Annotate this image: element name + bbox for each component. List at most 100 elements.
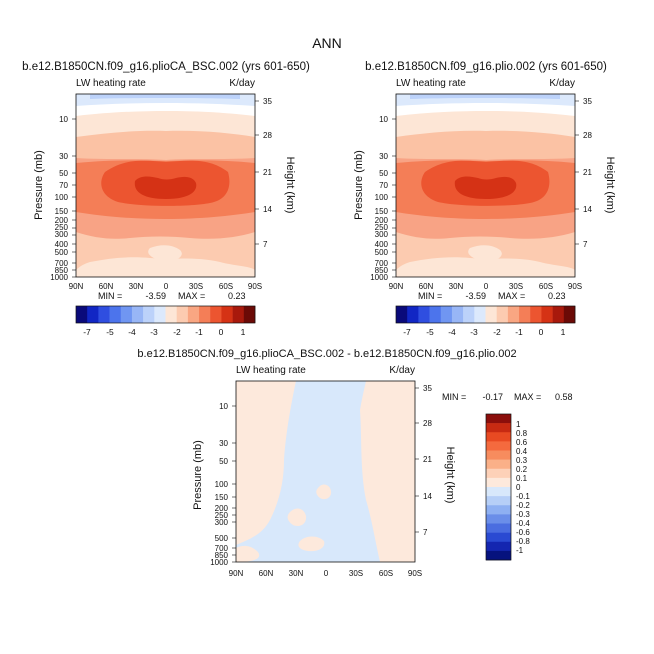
colorbar-label: -1	[515, 327, 523, 337]
colorbar-label: -7	[403, 327, 411, 337]
y-axis-right: 35 28 21 14 7 Height (km)	[255, 97, 296, 249]
colorbar-label: -2	[493, 327, 501, 337]
colorbar-cell	[486, 550, 511, 561]
panel-subtitle-right: K/day	[389, 365, 415, 376]
height-tick-label: 7	[583, 240, 588, 249]
colorbar-cell	[486, 477, 511, 488]
colorbar-cell	[563, 306, 576, 323]
colorbar-label: -1	[195, 327, 203, 337]
x-tick-label: 0	[164, 282, 169, 291]
x-tick-label: 90N	[229, 569, 244, 578]
y-tick-label: 200	[55, 216, 69, 225]
x-tick-label: 30S	[349, 569, 363, 578]
colorbar: -7 -5 -4 -3 -2 -1 0 1	[395, 305, 576, 337]
colorbar-cell	[486, 514, 511, 524]
panel-difference: b.e12.B1850CN.f09_g16.plioCA_BSC.002 - b…	[137, 348, 572, 578]
y-tick-label: 30	[379, 152, 388, 161]
colorbar-label: 0.2	[516, 465, 528, 474]
panel-subtitle-left: LW heating rate	[396, 78, 466, 89]
height-tick-label: 35	[583, 97, 592, 106]
colorbar-label: -1	[516, 546, 524, 555]
max-value: 0.23	[228, 291, 246, 301]
colorbar-label: 0.1	[516, 474, 528, 483]
height-tick-label: 28	[263, 131, 272, 140]
colorbar-label: -0.2	[516, 501, 530, 510]
colorbar-cells	[76, 306, 256, 323]
y-tick-label: 850	[215, 551, 229, 560]
x-tick-label: 30N	[129, 282, 144, 291]
x-tick-label: 0	[324, 569, 329, 578]
colorbar-cell	[485, 306, 497, 323]
stats: MIN = -0.17 MAX = 0.58	[442, 392, 573, 402]
y-tick-label: 700	[55, 259, 69, 268]
y-tick-label: 150	[375, 207, 389, 216]
y-tick-label: 700	[215, 544, 229, 553]
y-tick-label: 300	[375, 230, 389, 239]
colorbar-cell	[486, 487, 511, 497]
y-tick-label: 500	[55, 248, 69, 257]
colorbar-label: -0.6	[516, 528, 530, 537]
colorbar-cell	[429, 306, 442, 323]
max-value: 0.58	[555, 392, 573, 402]
colorbar-cell	[98, 306, 110, 323]
x-tick-label: 90S	[408, 569, 422, 578]
height-tick-label: 7	[423, 528, 428, 537]
x-tick-label: 30N	[449, 282, 464, 291]
min-label: MIN =	[442, 392, 466, 402]
y-tick-label: 200	[375, 216, 389, 225]
colorbar-cell	[486, 441, 511, 451]
colorbar-cell	[154, 306, 166, 323]
colorbar-cell	[486, 496, 511, 506]
y-axis-left: 10 30 50 70 100 150 200 250 300 400 500 …	[33, 115, 76, 282]
x-tick-label: 60S	[539, 282, 553, 291]
colorbar-cell	[187, 306, 200, 323]
colorbar-label: 0.8	[516, 429, 528, 438]
y-tick-label: 300	[55, 230, 69, 239]
colorbar-cell	[486, 532, 511, 543]
colorbar-cell	[486, 423, 511, 433]
colorbar-cell	[486, 523, 511, 533]
y-tick-label: 250	[375, 223, 389, 232]
y-tick-label: 200	[215, 504, 229, 513]
panel-subtitle-left: LW heating rate	[76, 78, 146, 89]
colorbar-cell	[474, 306, 486, 323]
y-tick-label: 300	[215, 518, 229, 527]
y-tick-label: 500	[375, 248, 389, 257]
colorbar-cell	[486, 414, 511, 424]
x-tick-label: 90S	[248, 282, 262, 291]
min-label: MIN =	[98, 291, 122, 301]
height-tick-label: 21	[263, 168, 272, 177]
colorbar-cell	[407, 306, 419, 323]
x-tick-label: 0	[484, 282, 489, 291]
y-tick-label: 250	[215, 511, 229, 520]
colorbar: -7 -5 -4 -3 -2 -1 0 1	[75, 305, 256, 337]
y-tick-label: 850	[55, 266, 69, 275]
colorbar-cell	[486, 505, 511, 515]
colorbar-label: -2	[173, 327, 181, 337]
max-label: MAX =	[498, 291, 525, 301]
page-title: ANN	[312, 35, 342, 51]
contour-field	[75, 93, 256, 278]
colorbar-label: 0	[219, 327, 224, 337]
colorbar-cell	[440, 306, 453, 323]
y-tick-label: 30	[219, 439, 228, 448]
y-axis-right: 35 28 21 14 7 Height (km)	[415, 384, 456, 537]
colorbar-cell	[131, 306, 144, 323]
y-tick-label: 250	[55, 223, 69, 232]
x-tick-label: 60S	[219, 282, 233, 291]
height-tick-label: 21	[583, 168, 592, 177]
colorbar-label: -0.8	[516, 537, 530, 546]
y-tick-label: 150	[215, 493, 229, 502]
height-tick-label: 21	[423, 455, 432, 464]
colorbar-label: 1	[516, 420, 521, 429]
height-tick-label: 14	[423, 492, 432, 501]
y-axis-title: Pressure (mb)	[192, 440, 204, 510]
x-axis: 90N 60N 30N 0 30S 60S 90S	[229, 569, 422, 578]
colorbar-label: 0.3	[516, 456, 528, 465]
colorbar-cell	[552, 306, 565, 323]
colorbar-label: 1	[561, 327, 566, 337]
y-tick-label: 70	[379, 181, 388, 190]
panel-subtitle-left: LW heating rate	[236, 365, 306, 376]
colorbar-cell	[143, 306, 155, 323]
height-tick-label: 7	[263, 240, 268, 249]
